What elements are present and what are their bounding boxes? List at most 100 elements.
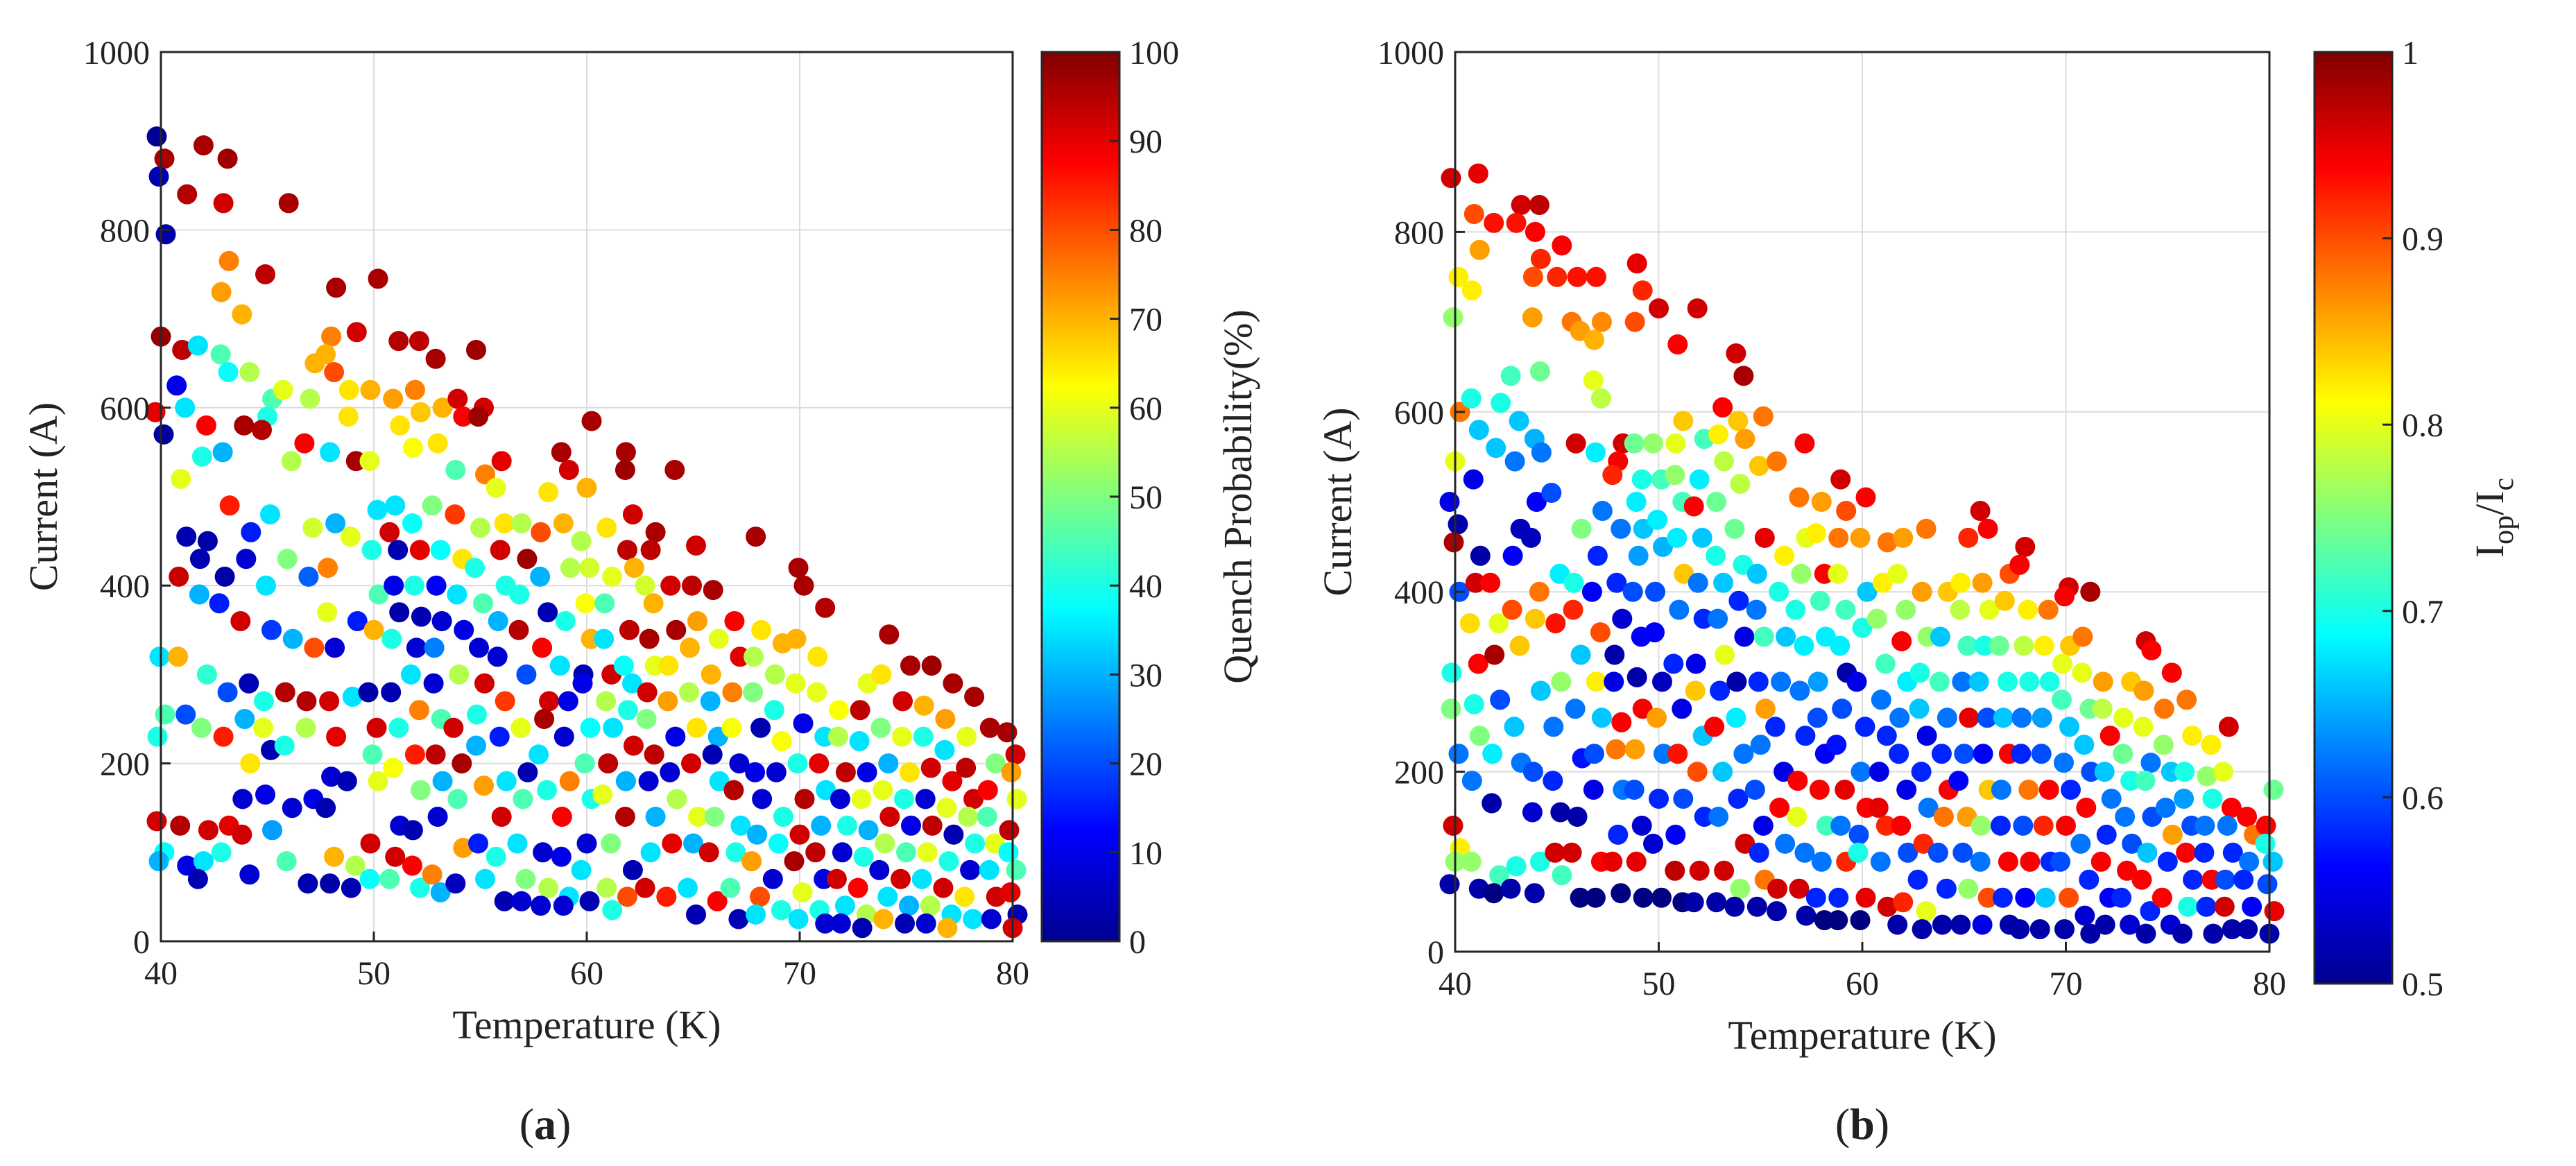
data-point bbox=[384, 575, 404, 596]
data-point bbox=[1754, 527, 1775, 548]
data-point bbox=[720, 877, 741, 898]
data-point bbox=[538, 482, 559, 503]
colorbar-tick-label: 40 bbox=[1129, 568, 1162, 605]
data-point bbox=[729, 753, 750, 774]
data-point bbox=[1552, 235, 1572, 256]
data-point bbox=[1912, 919, 1932, 940]
data-point bbox=[230, 611, 251, 631]
data-point bbox=[172, 340, 193, 360]
data-point bbox=[1006, 789, 1027, 809]
data-point bbox=[326, 277, 347, 298]
data-point bbox=[148, 851, 169, 872]
data-point bbox=[1896, 780, 1917, 800]
data-point bbox=[254, 691, 274, 712]
data-point bbox=[324, 362, 345, 382]
data-point bbox=[1968, 671, 1989, 692]
data-point bbox=[2074, 735, 2095, 755]
data-point bbox=[2038, 599, 2059, 620]
data-point bbox=[531, 895, 551, 916]
data-point bbox=[1608, 824, 1629, 845]
data-point bbox=[321, 766, 342, 787]
data-point bbox=[361, 540, 382, 560]
data-point bbox=[920, 895, 941, 916]
data-point bbox=[1694, 807, 1715, 827]
data-point bbox=[467, 704, 487, 725]
data-point bbox=[360, 833, 381, 854]
data-point bbox=[1891, 631, 1912, 651]
data-point bbox=[1846, 671, 1867, 692]
data-point bbox=[896, 842, 916, 863]
data-point bbox=[621, 673, 642, 694]
data-point bbox=[1628, 545, 1649, 566]
data-point bbox=[490, 540, 510, 560]
data-point bbox=[1506, 856, 1527, 877]
data-point bbox=[1591, 708, 1612, 728]
data-point bbox=[445, 504, 465, 525]
data-point bbox=[1604, 644, 1625, 665]
data-point bbox=[1459, 613, 1480, 634]
data-point bbox=[422, 864, 443, 885]
data-point bbox=[449, 664, 470, 685]
data-point bbox=[977, 780, 998, 800]
data-point bbox=[623, 735, 644, 756]
data-point bbox=[594, 628, 615, 649]
data-point bbox=[1463, 469, 1484, 490]
data-point bbox=[709, 771, 730, 791]
data-point bbox=[2257, 874, 2278, 895]
data-point bbox=[1626, 253, 1647, 274]
data-point bbox=[913, 726, 934, 747]
data-point bbox=[963, 789, 984, 809]
data-point bbox=[635, 575, 655, 596]
data-point bbox=[1006, 859, 1027, 880]
data-point bbox=[389, 602, 410, 623]
data-point bbox=[2076, 798, 2097, 818]
data-point bbox=[815, 597, 836, 618]
data-point bbox=[1850, 527, 1871, 548]
data-point bbox=[700, 691, 721, 712]
data-point bbox=[358, 682, 379, 703]
data-point bbox=[338, 379, 359, 400]
data-point bbox=[341, 877, 361, 898]
data-point bbox=[491, 451, 512, 472]
data-point bbox=[385, 495, 406, 516]
data-point bbox=[1950, 914, 1971, 935]
data-point bbox=[999, 820, 1020, 841]
data-point bbox=[466, 735, 486, 756]
data-point bbox=[1896, 599, 1916, 620]
data-point bbox=[170, 815, 191, 836]
data-point bbox=[598, 753, 619, 774]
data-point bbox=[1529, 581, 1549, 602]
data-point bbox=[1552, 865, 1572, 886]
data-point bbox=[367, 499, 388, 520]
data-point bbox=[2222, 842, 2243, 863]
data-point bbox=[549, 655, 570, 676]
data-point bbox=[517, 762, 538, 782]
data-point bbox=[891, 868, 911, 889]
data-point bbox=[1936, 878, 1957, 899]
data-point bbox=[870, 717, 891, 738]
data-point bbox=[1685, 653, 1706, 674]
data-point bbox=[921, 655, 942, 676]
data-point bbox=[2061, 780, 2081, 800]
data-point bbox=[2237, 807, 2258, 827]
data-point bbox=[1586, 671, 1606, 692]
data-point bbox=[571, 859, 592, 880]
data-point bbox=[424, 637, 445, 658]
data-point bbox=[388, 717, 409, 738]
colorbar-tick-label: 0.5 bbox=[2402, 966, 2444, 1003]
data-point bbox=[539, 691, 560, 712]
data-point bbox=[2262, 851, 2283, 872]
data-point bbox=[381, 682, 402, 703]
data-point bbox=[1545, 842, 1565, 863]
data-point bbox=[2095, 914, 2115, 935]
data-point bbox=[1443, 307, 1463, 328]
data-point bbox=[1489, 865, 1510, 886]
data-point bbox=[1948, 771, 1969, 791]
data-point bbox=[2153, 735, 2174, 755]
data-point bbox=[686, 904, 706, 925]
data-point bbox=[1587, 545, 1608, 566]
data-point bbox=[2029, 919, 2050, 940]
data-point bbox=[1785, 599, 1806, 620]
y-tick-label: 0 bbox=[133, 924, 150, 961]
colorbar-tick-label: 20 bbox=[1129, 746, 1162, 783]
